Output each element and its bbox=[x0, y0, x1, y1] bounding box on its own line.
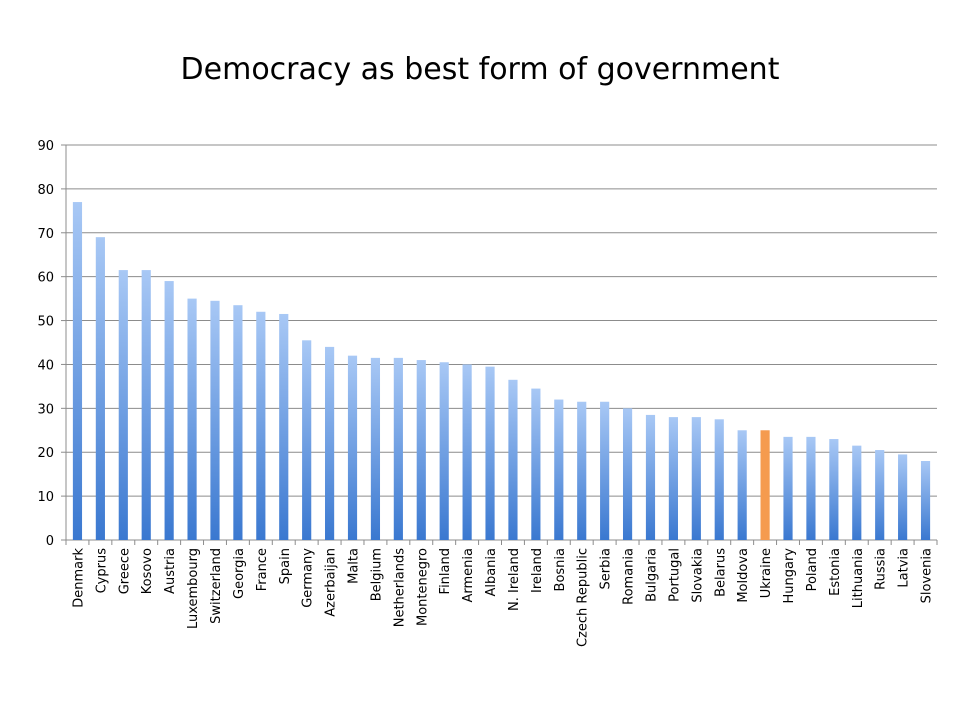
bar-belarus bbox=[714, 419, 724, 540]
y-tick-label: 0 bbox=[46, 534, 54, 549]
bar-malta bbox=[347, 355, 358, 540]
category-label: Hungary bbox=[782, 548, 797, 604]
category-label: Kosovo bbox=[140, 548, 155, 594]
category-label: Bosnia bbox=[553, 548, 568, 591]
category-label: Belgium bbox=[369, 548, 384, 601]
chart-title: Democracy as best form of government bbox=[180, 52, 780, 87]
category-labels: Denmark Cyprus Greece Kosovo Austria Luxembou… bbox=[71, 548, 934, 647]
category-label: Bulgaria bbox=[644, 548, 659, 602]
bar-belgium bbox=[370, 357, 381, 540]
category-label: Germany bbox=[301, 548, 316, 608]
bar-denmark bbox=[72, 202, 83, 541]
y-tick-label: 80 bbox=[37, 183, 54, 198]
bar-albania bbox=[485, 366, 495, 540]
bar-ukraine bbox=[760, 430, 770, 540]
category-label: Montenegro bbox=[415, 548, 430, 626]
category-label: Austria bbox=[163, 548, 178, 594]
category-label: Malta bbox=[347, 548, 362, 584]
bar-poland bbox=[806, 436, 816, 540]
category-label: Albania bbox=[484, 548, 499, 597]
bar-ireland bbox=[531, 388, 541, 540]
y-tick-label: 20 bbox=[37, 446, 54, 461]
bar-serbia bbox=[600, 401, 610, 540]
category-label: Portugal bbox=[667, 548, 682, 602]
bar-estonia bbox=[829, 439, 839, 540]
category-label: Netherlands bbox=[392, 548, 407, 627]
category-label: Greece bbox=[117, 548, 132, 594]
y-tick-label: 90 bbox=[37, 139, 54, 154]
bar-armenia bbox=[462, 364, 472, 540]
category-label: Spain bbox=[278, 548, 293, 584]
category-label: Ireland bbox=[530, 548, 545, 593]
category-label: Switzerland bbox=[209, 548, 224, 624]
y-tick-label: 50 bbox=[37, 315, 54, 330]
y-tick-label: 70 bbox=[37, 227, 54, 242]
bar-luxembourg bbox=[187, 298, 197, 540]
bar-slovenia bbox=[920, 461, 931, 540]
category-label: Slovakia bbox=[690, 548, 705, 603]
bar-n-ireland bbox=[508, 379, 518, 540]
category-label: Azerbaijan bbox=[324, 548, 339, 617]
bar-lithuania bbox=[852, 445, 862, 540]
bar-georgia bbox=[233, 305, 243, 540]
bar-czech-republic bbox=[577, 401, 587, 540]
category-label: Belarus bbox=[713, 548, 728, 597]
bar-greece bbox=[118, 270, 128, 540]
category-label: Luxembourg bbox=[186, 548, 201, 629]
bar-montenegro bbox=[416, 360, 426, 540]
category-label: Slovenia bbox=[920, 548, 935, 603]
bar-slovakia bbox=[691, 417, 701, 540]
category-label: N. Ireland bbox=[507, 548, 522, 611]
bar-azerbaijan bbox=[325, 346, 335, 540]
category-label: Poland bbox=[805, 548, 820, 591]
bar-kosovo bbox=[141, 270, 151, 540]
bar-russia bbox=[875, 450, 885, 540]
category-label: Estonia bbox=[828, 548, 843, 596]
y-tick-label: 40 bbox=[37, 358, 54, 373]
bar-spain bbox=[279, 313, 289, 540]
category-label: Romania bbox=[622, 548, 637, 605]
bar-bulgaria bbox=[645, 414, 656, 540]
bar-netherlands bbox=[393, 357, 403, 540]
category-label: Serbia bbox=[599, 548, 614, 589]
y-tick-labels: 0 10 20 30 40 50 60 70 80 90 bbox=[37, 139, 54, 549]
bar-romania bbox=[622, 408, 633, 540]
category-label: Lithuania bbox=[851, 548, 866, 608]
bar-france bbox=[256, 311, 266, 540]
category-label: Moldova bbox=[736, 548, 751, 603]
bar-switzerland bbox=[210, 300, 220, 540]
category-label: Czech Republic bbox=[576, 548, 591, 647]
category-label: Armenia bbox=[461, 548, 476, 603]
category-label: Denmark bbox=[71, 548, 86, 608]
bar-moldova bbox=[737, 430, 747, 540]
y-tick-label: 60 bbox=[37, 271, 54, 286]
bars bbox=[72, 202, 931, 541]
bar-portugal bbox=[668, 417, 678, 540]
y-tick-label: 10 bbox=[37, 490, 54, 505]
bar-germany bbox=[302, 340, 312, 540]
category-label: France bbox=[255, 548, 270, 591]
bar-hungary bbox=[783, 436, 793, 540]
category-label: Finland bbox=[438, 548, 453, 594]
y-tick-label: 30 bbox=[37, 402, 54, 417]
category-label: Ukraine bbox=[759, 548, 774, 598]
bar-latvia bbox=[898, 454, 908, 540]
bar-finland bbox=[439, 362, 449, 540]
bar-bosnia bbox=[554, 399, 564, 540]
category-label: Georgia bbox=[232, 548, 247, 599]
category-label: Russia bbox=[874, 548, 889, 590]
bar-austria bbox=[164, 281, 174, 540]
bar-cyprus bbox=[95, 237, 105, 540]
category-label: Latvia bbox=[897, 548, 912, 588]
category-label: Cyprus bbox=[94, 548, 109, 594]
